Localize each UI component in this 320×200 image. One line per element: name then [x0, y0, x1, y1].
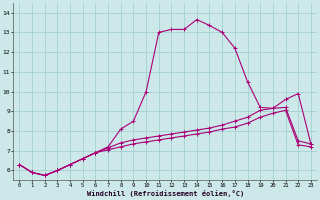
X-axis label: Windchill (Refroidissement éolien,°C): Windchill (Refroidissement éolien,°C) — [86, 190, 244, 197]
